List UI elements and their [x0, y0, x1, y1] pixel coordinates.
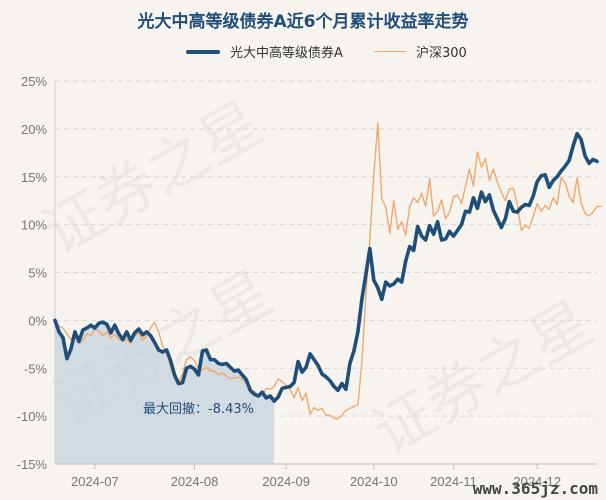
y-tick-label: 10% [21, 218, 47, 233]
x-tick-label: 2024-07 [71, 474, 119, 489]
site-watermark: www.365jz.com [472, 479, 598, 498]
y-tick-label: -15% [17, 457, 48, 472]
legend-item-fund[interactable]: 光大中高等级债券A [186, 42, 343, 61]
y-tick-label: 25% [21, 74, 47, 89]
index-line [54, 122, 602, 420]
y-tick-label: -5% [24, 361, 48, 376]
legend-label-index: 沪深300 [416, 46, 467, 61]
x-tick-label: 2024-12 [513, 474, 561, 489]
legend-item-index[interactable]: 沪深300 [374, 42, 467, 61]
y-tick-label: -10% [17, 409, 48, 424]
x-tick-label: 2024-10 [350, 474, 398, 489]
drawdown-area [55, 320, 275, 464]
legend-swatch-fund [186, 49, 220, 54]
fund-line [53, 131, 599, 403]
x-tick-label: 2024-08 [171, 474, 219, 489]
y-tick-label: 20% [21, 122, 47, 137]
x-tick-label: 2024-11 [430, 474, 477, 489]
y-tick-label: 5% [28, 266, 47, 281]
y-tick-label: 0% [28, 313, 47, 328]
y-tick-label: 15% [21, 170, 47, 185]
x-tick-label: 2024-09 [262, 474, 310, 489]
legend: 光大中高等级债券A 沪深300 [0, 42, 606, 61]
max-drawdown-label: 最大回撤：-8.43% [143, 401, 254, 417]
legend-label-fund: 光大中高等级债券A [230, 46, 343, 61]
chart-title: 光大中高等级债券A近6个月累计收益率走势 [137, 12, 469, 32]
legend-swatch-index [374, 51, 406, 52]
